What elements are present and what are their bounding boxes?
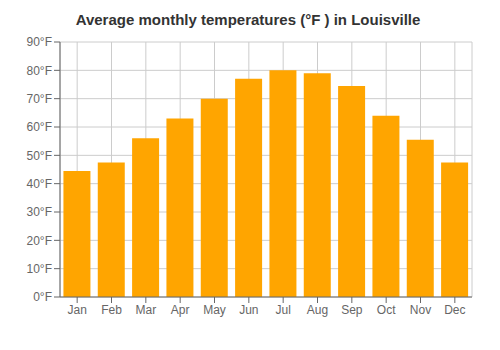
- svg-text:Mar: Mar: [135, 303, 156, 317]
- svg-text:Dec: Dec: [444, 303, 465, 317]
- svg-text:20°F: 20°F: [27, 234, 52, 248]
- svg-text:0°F: 0°F: [33, 290, 52, 304]
- svg-text:50°F: 50°F: [27, 149, 52, 163]
- svg-text:70°F: 70°F: [27, 92, 52, 106]
- svg-text:Jan: Jan: [67, 303, 86, 317]
- svg-text:30°F: 30°F: [27, 205, 52, 219]
- svg-text:Apr: Apr: [171, 303, 190, 317]
- svg-text:Nov: Nov: [410, 303, 431, 317]
- svg-text:90°F: 90°F: [27, 35, 52, 49]
- svg-text:10°F: 10°F: [27, 262, 52, 276]
- svg-text:Oct: Oct: [377, 303, 396, 317]
- svg-text:Feb: Feb: [101, 303, 122, 317]
- html-text:Average monthly temperatures (: Average monthly temperatures (°F ) in Lo…: [75, 11, 421, 28]
- svg-text:80°F: 80°F: [27, 64, 52, 78]
- svg-text:Jun: Jun: [239, 303, 258, 317]
- svg-text:Sep: Sep: [341, 303, 363, 317]
- svg-text:Aug: Aug: [307, 303, 328, 317]
- svg-text:40°F: 40°F: [27, 177, 52, 191]
- svg-text:May: May: [203, 303, 226, 317]
- svg-text:Jul: Jul: [275, 303, 290, 317]
- svg-text:60°F: 60°F: [27, 120, 52, 134]
